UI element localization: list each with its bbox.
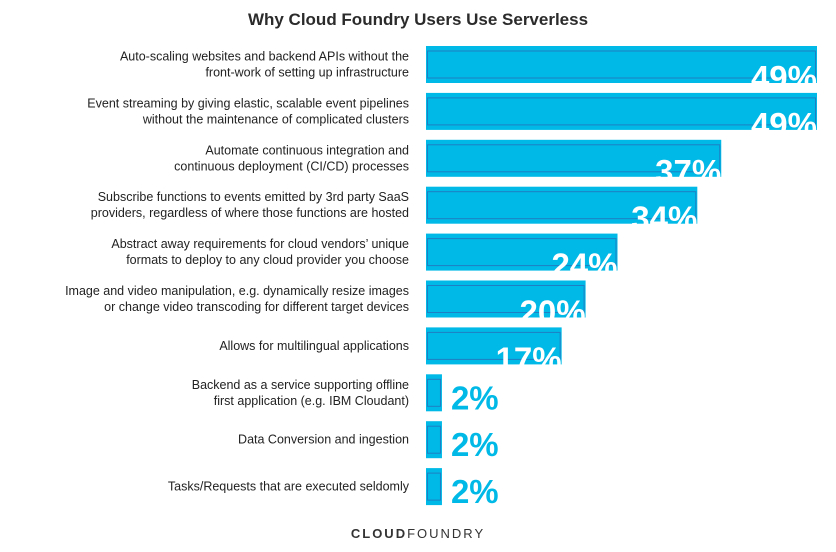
bar [426,327,562,365]
bar [426,468,442,506]
value-label: 17% [496,340,562,377]
bar-outline [427,144,721,173]
value-label: 49% [751,59,817,96]
category-label: front-work of setting up infrastructure [205,66,409,80]
category-label: Backend as a service supporting offline [192,378,409,392]
bar-outline [427,191,697,220]
bar [426,139,722,177]
category-label: Subscribe functions to events emitted by… [98,190,409,204]
bar-outline [427,331,561,360]
cloud-foundry-logo: CLOUDFOUNDRY [0,526,836,541]
category-label: providers, regardless of where those fun… [91,206,409,220]
logo-right: FOUNDRY [407,526,486,541]
category-label: or change video transcoding for differen… [104,300,409,314]
chart-title: Why Cloud Foundry Users Use Serverless [247,10,589,29]
bar-outline [427,285,585,313]
category-label: Abstract away requirements for cloud ven… [111,237,409,251]
bar [426,46,817,83]
bar [426,92,817,130]
value-label: 20% [520,294,586,331]
category-label: first application (e.g. IBM Cloudant) [214,394,409,408]
category-label: Event streaming by giving elastic, scala… [87,96,409,110]
bar-outline [427,97,816,126]
category-label: Allows for multilingual applications [219,339,409,353]
bar-outline [427,425,441,454]
category-label: Image and video manipulation, e.g. dynam… [65,284,409,298]
logo-left: CLOUD [350,526,408,541]
category-label: Auto-scaling websites and backend APIs w… [120,50,409,64]
bar [426,374,442,412]
category-label: continuous deployment (CI/CD) processes [174,159,409,173]
bar [426,186,698,224]
value-label: 2% [451,379,499,416]
bar [426,280,586,318]
category-label: Data Conversion and ingestion [238,433,409,447]
value-label: 37% [655,153,721,190]
value-label: 49% [751,106,817,143]
bar-outline [427,472,441,501]
bar [426,421,442,459]
value-label: 34% [631,200,697,237]
category-label: Tasks/Requests that are executed seldoml… [168,480,410,494]
value-label: 2% [451,426,499,463]
bar-outline [427,50,816,79]
value-label: 2% [451,473,499,510]
bar-outline [427,238,617,267]
category-label: Automate continuous integration and [205,143,409,157]
category-label: formats to deploy to any cloud provider … [126,253,409,267]
category-label: without the maintenance of complicated c… [142,112,409,126]
bar-outline [427,378,441,407]
bar [426,233,618,271]
value-label: 24% [551,247,617,284]
